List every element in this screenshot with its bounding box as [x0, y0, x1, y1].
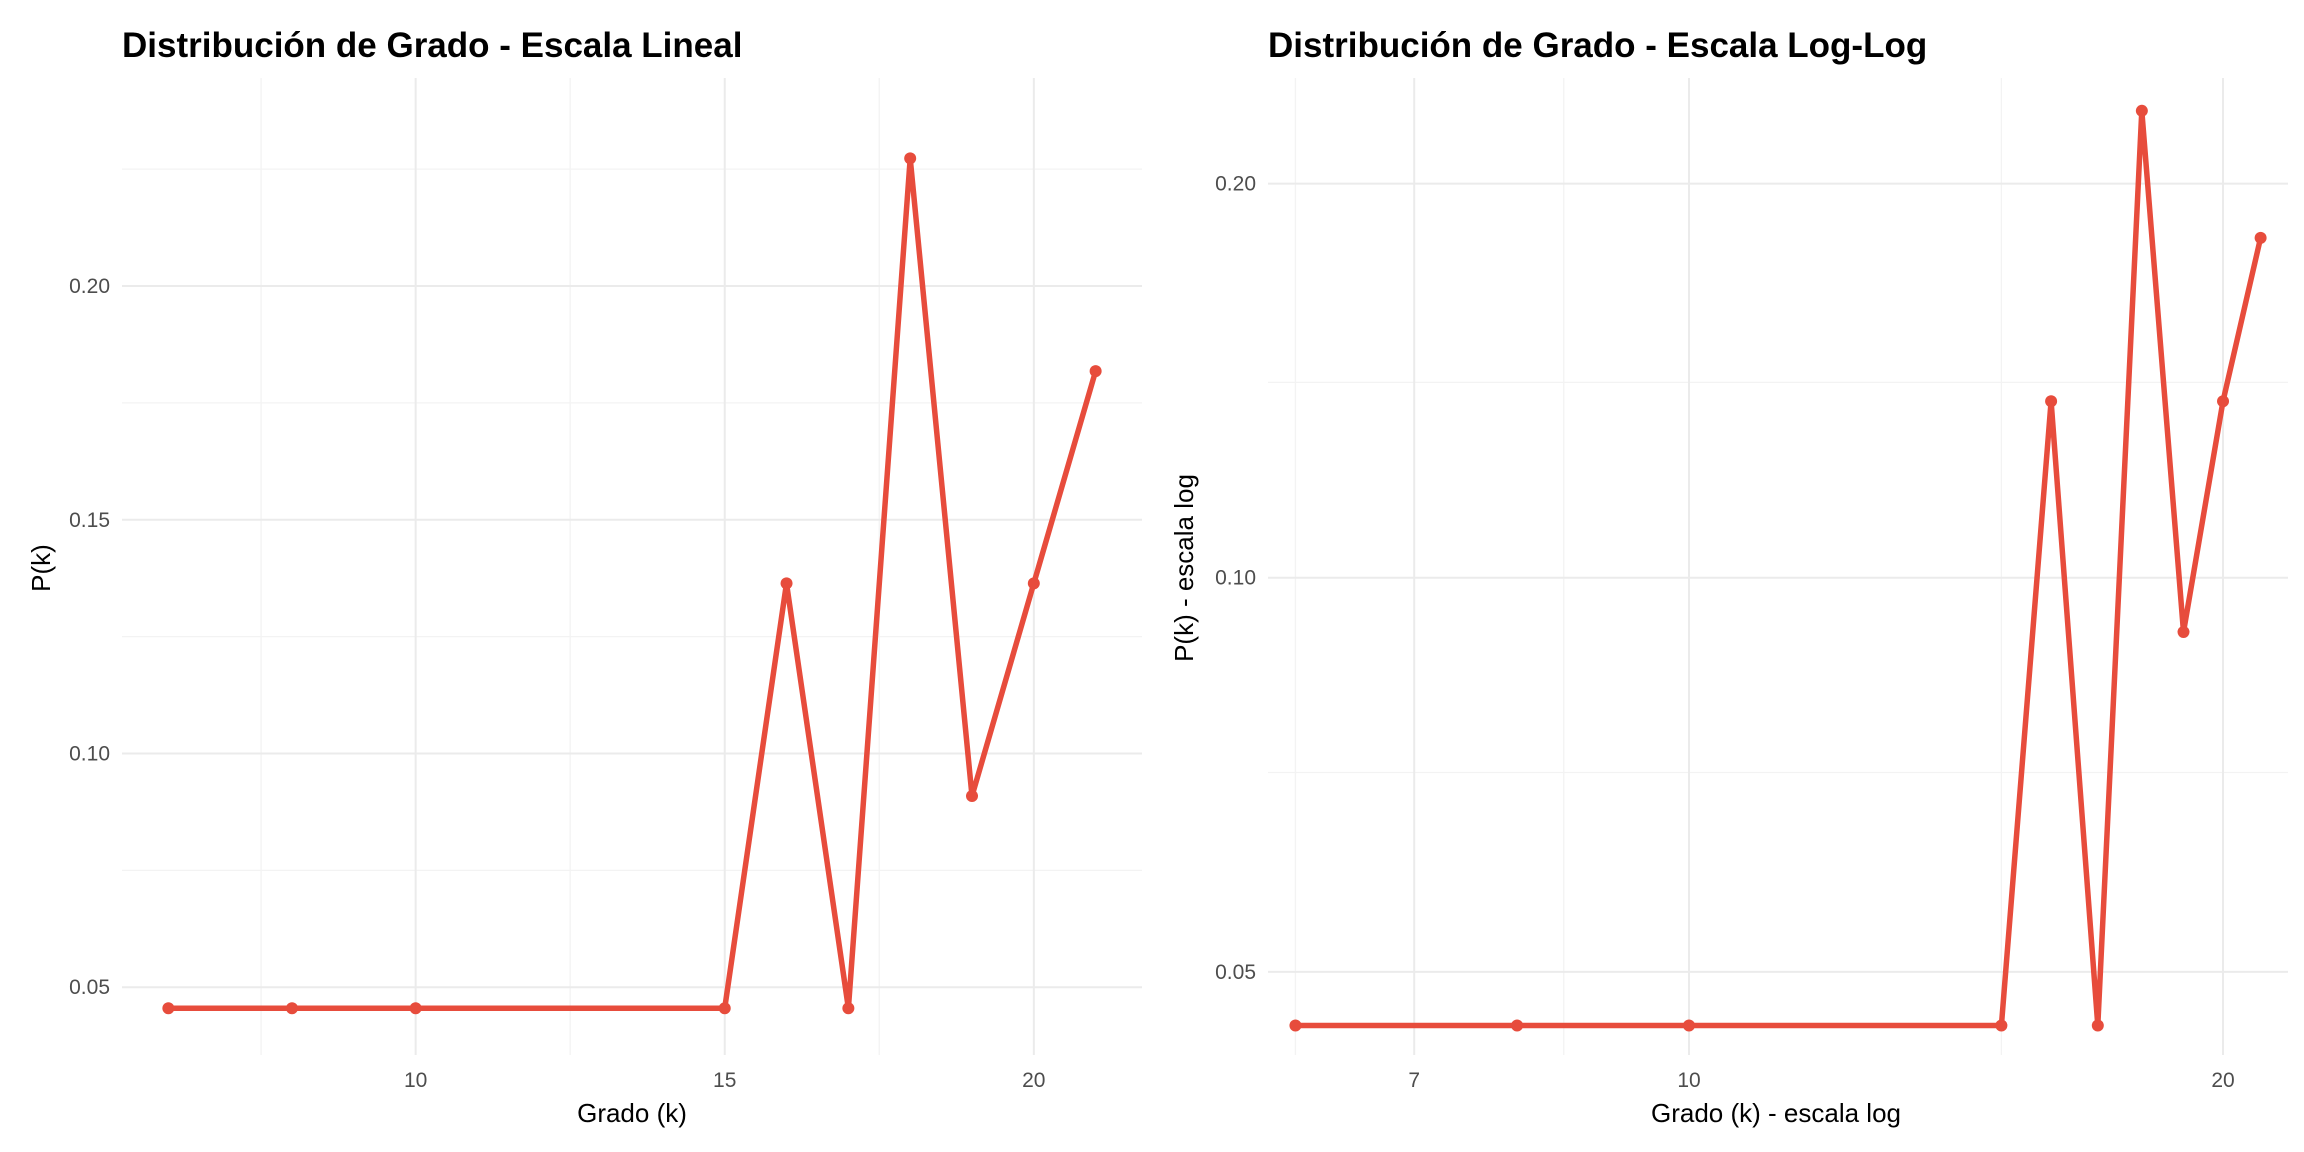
y-axis-label: P(k) - escala log — [1169, 474, 1199, 662]
y-axis-label: P(k) — [26, 544, 56, 592]
data-point — [2091, 1019, 2104, 1032]
tick-labels: 10 15 20 0.05 0.10 0.15 0.20 — [69, 275, 1045, 1092]
minor-gridlines — [122, 78, 1142, 1055]
x-tick-label: 10 — [1677, 1069, 1700, 1092]
data-point — [2045, 395, 2058, 408]
series-layer — [162, 152, 1102, 1015]
data-point — [904, 152, 917, 165]
y-tick-label: 0.05 — [1215, 961, 1256, 984]
panel-loglog: 7 10 20 0.05 0.10 0.20 Distribución de Grado … — [1169, 26, 2288, 1128]
data-point — [780, 577, 793, 590]
data-point — [1683, 1019, 1696, 1032]
data-point — [842, 1002, 855, 1015]
x-tick-label: 15 — [713, 1069, 736, 1092]
data-point — [1289, 1019, 1302, 1032]
data-point — [718, 1002, 731, 1015]
data-point — [2254, 231, 2267, 244]
major-gridlines — [122, 78, 1142, 1055]
data-point — [966, 790, 978, 803]
series-line — [1292, 108, 2264, 1029]
x-tick-label: 20 — [1022, 1069, 1045, 1092]
y-tick-label: 0.10 — [1215, 567, 1256, 590]
data-point — [409, 1002, 422, 1015]
series-line — [165, 155, 1099, 1012]
chart-title: Distribución de Grado - Escala Log-Log — [1268, 26, 1927, 65]
data-point — [2135, 104, 2148, 117]
data-point — [2217, 395, 2230, 408]
minor-gridlines — [1268, 78, 2288, 1055]
y-tick-label: 0.10 — [69, 742, 110, 765]
data-point — [286, 1002, 298, 1015]
data-point — [2177, 625, 2190, 638]
data-point — [162, 1002, 175, 1015]
data-point — [1511, 1019, 1524, 1032]
y-tick-label: 0.20 — [1215, 173, 1256, 196]
x-tick-label: 7 — [1408, 1069, 1420, 1092]
y-tick-label: 0.05 — [69, 976, 110, 999]
x-axis-label: Grado (k) - escala log — [1651, 1098, 1901, 1128]
y-tick-label: 0.20 — [69, 275, 110, 298]
series-layer — [1289, 104, 2267, 1032]
y-tick-label: 0.15 — [69, 509, 110, 532]
x-axis-label: Grado (k) — [577, 1098, 687, 1128]
data-point — [1027, 577, 1040, 590]
tick-labels: 7 10 20 0.05 0.10 0.20 — [1215, 173, 2235, 1092]
panel-linear: 10 15 20 0.05 0.10 0.15 0.20 Distribución de G… — [26, 26, 1142, 1128]
data-point — [1089, 365, 1102, 378]
x-tick-label: 10 — [404, 1069, 427, 1092]
data-point — [1995, 1019, 2008, 1032]
x-tick-label: 20 — [2211, 1069, 2234, 1092]
chart-title: Distribución de Grado - Escala Lineal — [122, 26, 742, 65]
